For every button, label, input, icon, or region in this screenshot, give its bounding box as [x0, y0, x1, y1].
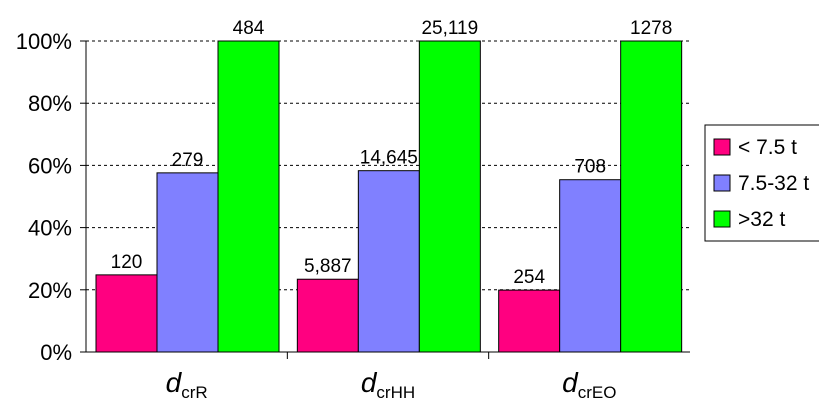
data-label: 1278	[630, 18, 672, 39]
x-tick-label: dcrR	[166, 367, 208, 398]
legend-swatch	[714, 211, 730, 227]
legend-swatch	[714, 139, 730, 155]
bar	[96, 275, 157, 352]
y-tick-label: 60%	[28, 153, 72, 178]
x-tick-label: dcrHH	[361, 367, 415, 398]
x-tick-label: dcrEQ	[562, 367, 616, 398]
bar	[218, 41, 279, 352]
legend-swatch	[714, 175, 730, 191]
y-tick-label: 100%	[16, 29, 72, 54]
y-tick-label: 20%	[28, 278, 72, 303]
legend-label: 7.5-32 t	[738, 172, 809, 195]
data-label: 279	[172, 150, 204, 171]
legend-label: < 7.5 t	[738, 136, 797, 159]
bar	[560, 180, 621, 352]
y-tick-label: 80%	[28, 91, 72, 116]
bar	[157, 173, 218, 352]
data-label: 14,645	[360, 148, 418, 169]
bar	[297, 279, 358, 352]
data-label: 120	[111, 252, 143, 273]
data-label: 25,119	[421, 18, 478, 39]
bar	[621, 41, 682, 352]
y-tick-label: 0%	[40, 340, 72, 365]
legend: < 7.5 t 7.5-32 t >32 t	[705, 125, 819, 241]
bar	[419, 41, 480, 352]
data-label: 708	[574, 157, 606, 178]
bar	[499, 290, 560, 352]
bar	[358, 171, 419, 352]
legend-label: >32 t	[738, 208, 785, 231]
data-label: 254	[513, 267, 545, 288]
bars	[96, 41, 682, 352]
y-tick-label: 40%	[28, 216, 72, 241]
data-label: 5,887	[304, 256, 352, 277]
data-label: 484	[233, 18, 265, 39]
